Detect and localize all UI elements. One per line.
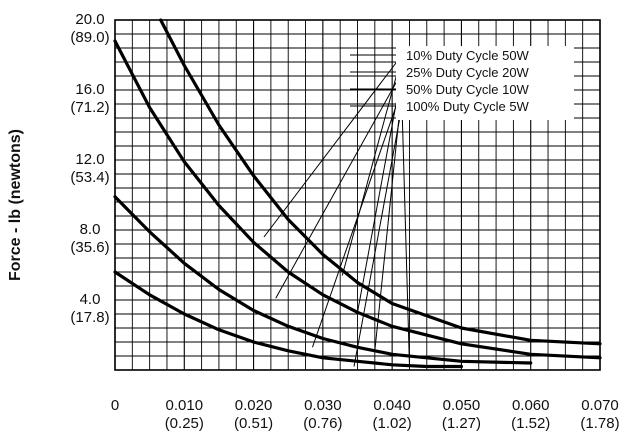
y-tick-label: 4.0 <box>80 291 101 308</box>
legend-entry-4: 100% Duty Cycle 5W <box>406 99 530 114</box>
y-tick-sublabel: (17.8) <box>70 309 109 326</box>
y-axis-label: Force - lb (newtons) <box>7 129 24 281</box>
x-tick-label: 0 <box>111 397 119 414</box>
series-line-4 <box>113 270 463 369</box>
leader-line-4 <box>353 105 403 367</box>
y-tick-label: 8.0 <box>80 221 101 238</box>
y-tick-sublabel: (89.0) <box>70 29 109 46</box>
x-tick-label: 0.010 <box>166 397 204 414</box>
leader-line-8 <box>401 105 410 366</box>
x-tick-label: 0.030 <box>304 397 342 414</box>
y-tick-labels: 4.0(17.8) 8.0(35.6) 12.0(53.4) 16.0(71.2) 20… <box>70 11 109 326</box>
x-tick-label: 0.020 <box>235 397 273 414</box>
y-tick-sublabel: (53.4) <box>70 169 109 186</box>
y-tick-sublabel: (71.2) <box>70 99 109 116</box>
leader-line-1 <box>263 54 403 238</box>
x-tick-labels: 0 0.010(0.25)0.020(0.51)0.030(0.76)0.040(… <box>111 397 620 432</box>
y-tick-sublabel: (35.6) <box>70 239 109 256</box>
legend: 10% Duty Cycle 50W 25% Duty Cycle 20W 50% … <box>396 46 574 120</box>
legend-entry-1: 10% Duty Cycle 50W <box>406 48 530 63</box>
legend-box <box>396 46 574 120</box>
legend-leader-lines <box>263 54 410 367</box>
legend-entry-3: 50% Duty Cycle 10W <box>406 82 530 97</box>
x-tick-sublabel: (1.27) <box>442 415 481 432</box>
leader-line-3 <box>311 88 403 348</box>
series-curves <box>113 18 602 369</box>
leader-line-6 <box>357 71 403 313</box>
chart-grid <box>114 19 601 371</box>
plot-border <box>114 19 601 371</box>
plot-frame <box>114 19 601 371</box>
x-tick-sublabel: (1.02) <box>373 415 412 432</box>
x-tick-label: 0.070 <box>581 397 619 414</box>
series-line-1 <box>159 18 602 346</box>
series-line-2 <box>113 39 602 360</box>
leader-line-2 <box>275 71 403 299</box>
y-tick-label: 12.0 <box>75 151 104 168</box>
y-tick-label: 20.0 <box>75 11 104 28</box>
y-tick-label: 16.0 <box>75 81 104 98</box>
x-tick-label: 0.040 <box>373 397 411 414</box>
x-tick-label: 0.060 <box>512 397 550 414</box>
leader-line-5 <box>341 54 403 276</box>
x-tick-label: 0.050 <box>443 397 481 414</box>
x-tick-sublabel: (1.52) <box>511 415 550 432</box>
x-tick-sublabel: (0.76) <box>303 415 342 432</box>
legend-entry-2: 25% Duty Cycle 20W <box>406 65 530 80</box>
leader-line-7 <box>374 88 403 351</box>
x-tick-sublabel: (0.51) <box>234 415 273 432</box>
x-tick-sublabel: (1.78) <box>580 415 619 432</box>
x-tick-sublabel: (0.25) <box>165 415 204 432</box>
series-line-3 <box>113 195 533 365</box>
